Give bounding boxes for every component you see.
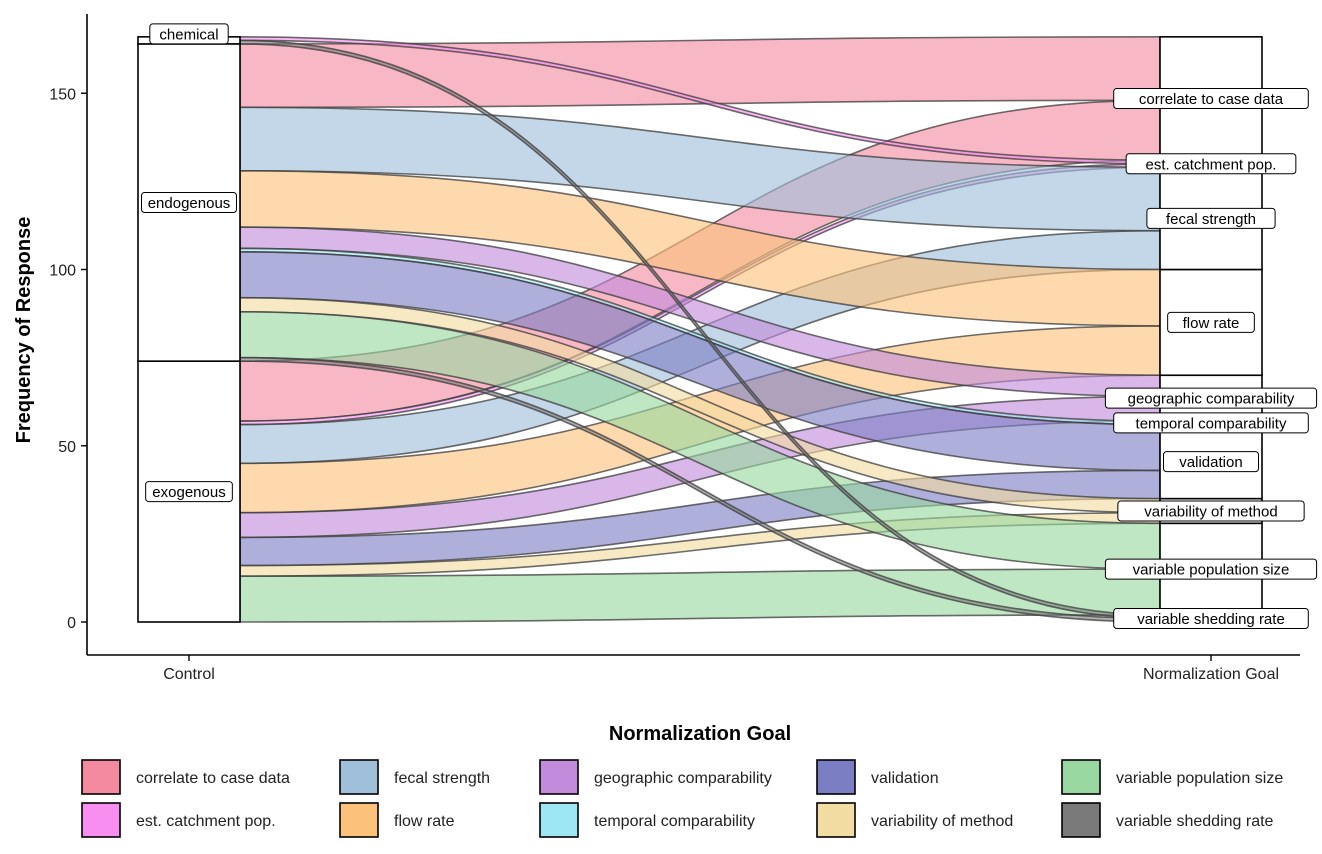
stratum-label-variable-population-size: variable population size	[1104, 558, 1318, 580]
svg-text:endogenous: endogenous	[148, 195, 231, 212]
legend-item-geographic-comparability: geographic comparability	[539, 759, 772, 795]
stratum-label-fecal-strength: fecal strength	[1146, 207, 1276, 229]
svg-text:variability of method: variability of method	[1144, 503, 1277, 520]
stratum-label-variable-shedding-rate: variable shedding rate	[1113, 607, 1309, 629]
legend-swatch	[339, 759, 379, 795]
legend-item-correlate-to-case-data: correlate to case data	[81, 759, 290, 795]
legend-item-est-catchment-pop: est. catchment pop.	[81, 802, 276, 838]
legend-item-fecal-strength: fecal strength	[339, 759, 490, 795]
legend-title: Normalization Goal	[609, 723, 791, 745]
svg-text:validation: validation	[1179, 454, 1242, 471]
legend-swatch	[339, 802, 379, 838]
legend-swatch	[816, 802, 856, 838]
y-tick-label: 100	[49, 263, 76, 280]
svg-text:variable shedding rate: variable shedding rate	[1137, 611, 1285, 628]
legend: correlate to case data est. catchment pop…	[81, 759, 1283, 838]
stratum-labels-layer: exogenous endogenous chemical correlate to …	[141, 23, 1318, 629]
svg-text:correlate to case data: correlate to case data	[1139, 91, 1284, 108]
flows-layer	[239, 36, 1161, 623]
legend-label: variable population size	[1116, 770, 1283, 787]
y-tick-label: 0	[67, 615, 76, 632]
y-tick-label: 50	[58, 439, 76, 456]
svg-text:fecal strength: fecal strength	[1166, 211, 1256, 228]
svg-text:variable population size: variable population size	[1133, 562, 1290, 579]
stratum-label-correlate-to-case-data: correlate to case data	[1113, 88, 1309, 110]
x-tick-label-normalization-goal: Normalization Goal	[1143, 666, 1279, 683]
legend-swatch	[816, 759, 856, 795]
legend-label: correlate to case data	[136, 770, 290, 787]
legend-swatch	[1061, 759, 1101, 795]
svg-text:exogenous: exogenous	[152, 484, 225, 501]
legend-item-variability-of-method: variability of method	[816, 802, 1013, 838]
y-tick-label: 150	[49, 86, 76, 103]
legend-item-variable-shedding-rate: variable shedding rate	[1061, 802, 1274, 838]
legend-swatch	[1061, 802, 1101, 838]
legend-label: temporal comparability	[594, 813, 755, 830]
legend-label: variable shedding rate	[1116, 813, 1274, 830]
legend-item-variable-population-size: variable population size	[1061, 759, 1283, 795]
svg-text:geographic comparability: geographic comparability	[1128, 391, 1295, 408]
legend-item-temporal-comparability: temporal comparability	[539, 802, 755, 838]
svg-text:est. catchment pop.: est. catchment pop.	[1146, 156, 1277, 173]
svg-text:chemical: chemical	[159, 26, 218, 43]
legend-label: flow rate	[394, 813, 455, 830]
stratum-label-temporal-comparability: temporal comparability	[1113, 412, 1309, 434]
stratum-label-est-catchment-pop: est. catchment pop.	[1125, 153, 1297, 175]
stratum-label-flow-rate: flow rate	[1167, 311, 1255, 333]
svg-text:flow rate: flow rate	[1183, 315, 1240, 332]
axes: 0 50 100 150 Control Normalization Goal	[49, 14, 1300, 683]
legend-swatch	[81, 802, 121, 838]
svg-text:temporal comparability: temporal comparability	[1136, 415, 1287, 432]
x-tick-label-control: Control	[163, 666, 215, 683]
legend-label: geographic comparability	[594, 770, 772, 787]
legend-swatch	[539, 759, 579, 795]
legend-label: fecal strength	[394, 770, 490, 787]
legend-label: validation	[871, 770, 939, 787]
y-axis-title: Frequency of Response	[13, 217, 35, 444]
stratum-label-validation: validation	[1163, 451, 1259, 473]
legend-swatch	[539, 802, 579, 838]
legend-label: est. catchment pop.	[136, 813, 276, 830]
legend-item-validation: validation	[816, 759, 939, 795]
stratum-label-geographic-comparability: geographic comparability	[1104, 387, 1318, 409]
legend-label: variability of method	[871, 813, 1013, 830]
stratum-label-chemical: chemical	[149, 23, 229, 45]
stratum-label-exogenous: exogenous	[145, 481, 233, 503]
legend-swatch	[81, 759, 121, 795]
stratum-label-variability-of-method: variability of method	[1117, 500, 1305, 522]
flow-endogenous-to-correlate-to-case-data	[239, 36, 1161, 109]
legend-item-flow-rate: flow rate	[339, 802, 455, 838]
stratum-label-endogenous: endogenous	[141, 192, 237, 214]
